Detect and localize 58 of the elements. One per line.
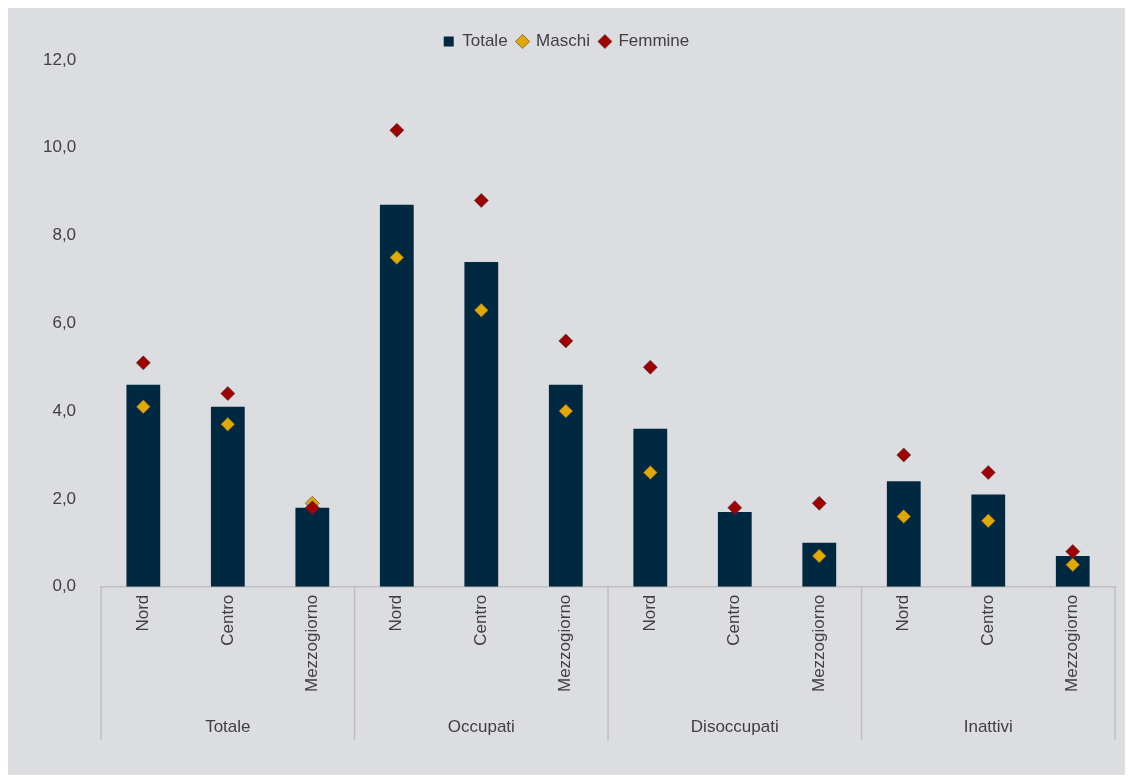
x-tick-label: Centro — [217, 594, 237, 646]
text: Inattivi — [963, 716, 1013, 736]
point — [980, 465, 996, 480]
y-tick-label: 10,0 — [42, 137, 77, 157]
point — [389, 122, 405, 138]
y-tick-label: 12,0 — [42, 49, 77, 69]
point — [727, 500, 743, 515]
bar — [717, 512, 752, 587]
text: Totale — [205, 716, 251, 736]
x-tick-label: Nord — [133, 594, 153, 632]
point — [220, 416, 236, 432]
bar — [886, 481, 921, 587]
legend-label: Maschi — [536, 31, 590, 51]
legend-label: Totale — [462, 31, 508, 51]
bar — [210, 406, 245, 587]
y-tick-label: 6,0 — [52, 313, 77, 333]
x-tick-label: Mezzogiorno — [555, 594, 575, 692]
y-tick-label: 4,0 — [52, 400, 77, 420]
point — [896, 509, 912, 524]
bar — [464, 261, 499, 587]
point — [389, 250, 405, 265]
x-tick-label: Mezzogiorno — [302, 594, 322, 692]
y-tick-label: 8,0 — [52, 225, 77, 245]
text: Occupati — [447, 716, 515, 736]
x-tick-label: Nord — [386, 594, 406, 632]
bar — [379, 204, 414, 587]
text: Disoccupati — [690, 716, 779, 736]
point — [811, 548, 827, 564]
y-tick-label: 2,0 — [52, 488, 77, 508]
point — [220, 386, 236, 401]
point — [474, 193, 489, 208]
x-tick-label: Centro — [977, 594, 997, 646]
point — [896, 447, 912, 463]
bar — [548, 384, 583, 587]
x-tick-label: Centro — [724, 594, 744, 646]
point — [558, 333, 574, 349]
x-tick-label: Mezzogiorno — [1062, 594, 1082, 692]
bar — [633, 428, 668, 587]
point — [305, 500, 320, 515]
bar — [802, 542, 837, 587]
point — [642, 359, 658, 375]
legend-label: Femmine — [618, 31, 690, 51]
x-tick-label: Centro — [470, 594, 490, 646]
bar — [971, 494, 1006, 587]
point — [136, 399, 151, 415]
x-tick-label: Nord — [639, 594, 659, 632]
point — [642, 465, 658, 480]
bar — [295, 507, 330, 587]
point — [811, 495, 827, 511]
point — [558, 403, 574, 419]
point — [136, 355, 151, 371]
point — [474, 302, 489, 318]
y-tick-label: 0,0 — [52, 576, 77, 596]
x-tick-label: Mezzogiorno — [808, 594, 828, 692]
bar — [126, 384, 161, 587]
x-tick-label: Nord — [893, 594, 913, 632]
point — [980, 513, 996, 529]
point — [1065, 544, 1081, 559]
